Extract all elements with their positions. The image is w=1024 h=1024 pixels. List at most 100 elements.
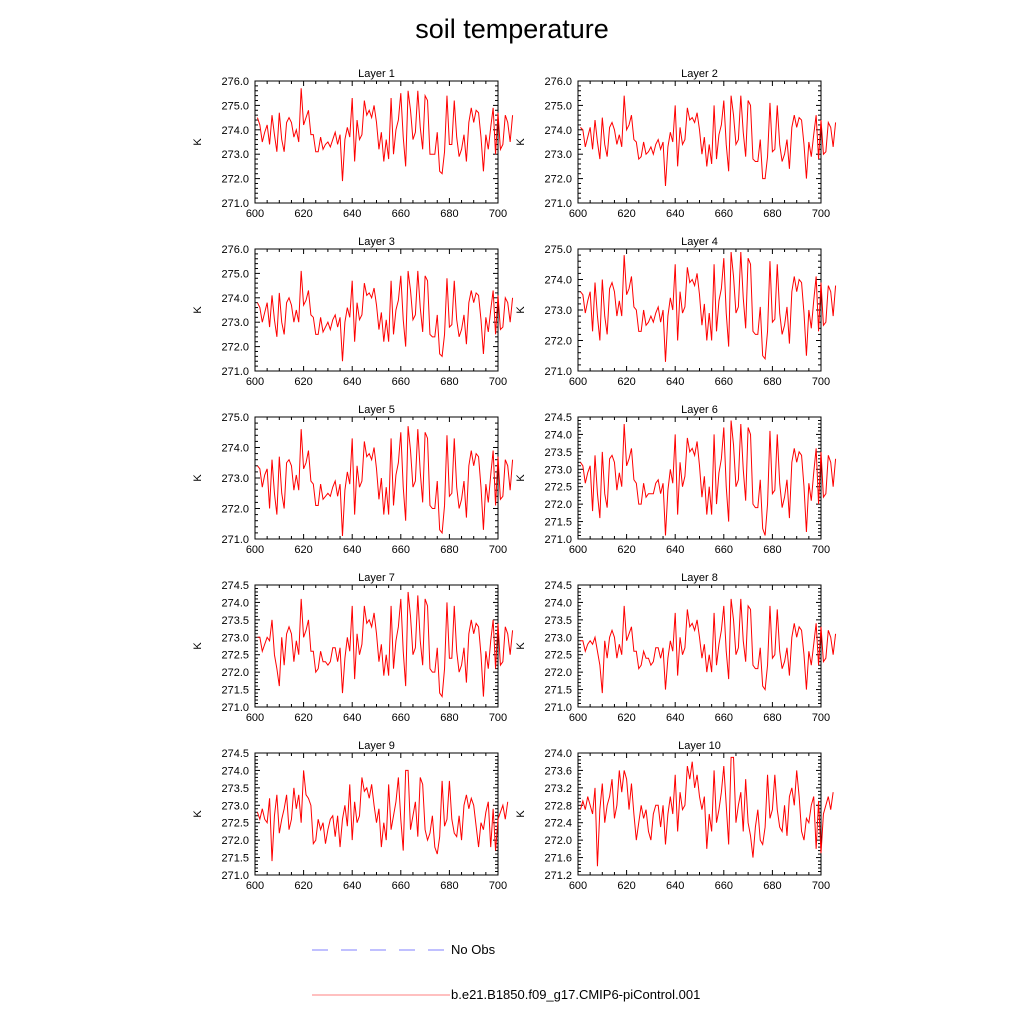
- y-tick-label: 271.0: [221, 534, 249, 546]
- panel-title: Layer 6: [681, 404, 718, 416]
- y-axis-label: K: [515, 138, 527, 146]
- y-tick-label: 275.0: [544, 100, 572, 112]
- y-tick-label: 271.0: [544, 702, 572, 714]
- y-tick-label: 273.6: [544, 765, 572, 777]
- y-tick-label: 273.2: [544, 783, 572, 795]
- x-tick-label: 680: [440, 880, 458, 892]
- x-tick-label: 600: [569, 544, 587, 556]
- plot-frame: [577, 584, 822, 708]
- y-tick-label: 273.5: [544, 447, 572, 459]
- x-tick-label: 640: [666, 880, 684, 892]
- y-axis-label: K: [192, 642, 204, 650]
- x-tick-label: 680: [763, 544, 781, 556]
- series-line: [256, 270, 514, 362]
- x-tick-label: 700: [489, 376, 507, 388]
- y-axis-label: K: [192, 306, 204, 314]
- x-tick-label: 680: [763, 880, 781, 892]
- panel-layer-8: Layer 8 K 600 620 640 660 680 700 271.0 271.5 272.…: [515, 572, 837, 724]
- y-tick-label: 272.4: [544, 818, 572, 830]
- y-tick-label: 272.0: [544, 499, 572, 511]
- series-line: [580, 95, 837, 186]
- y-tick-label: 271.0: [544, 534, 572, 546]
- x-tick-label: 600: [569, 712, 587, 724]
- y-tick-label: 274.5: [221, 748, 249, 760]
- x-tick-label: 680: [440, 544, 458, 556]
- y-tick-label: 273.0: [544, 464, 572, 476]
- y-tick-label: 272.8: [544, 800, 572, 812]
- x-tick-label: 600: [246, 544, 264, 556]
- panel-layer-2: Layer 2 K 600 620 640 660 680 700 271.0 272.0 273.…: [515, 68, 837, 220]
- x-tick-label: 680: [440, 208, 458, 220]
- y-tick-label: 271.6: [544, 853, 572, 865]
- x-tick-label: 620: [617, 712, 635, 724]
- x-tick-label: 640: [343, 376, 361, 388]
- x-tick-label: 660: [715, 712, 733, 724]
- y-tick-label: 273.5: [544, 615, 572, 627]
- legend-obs-label: No Obs: [451, 942, 496, 957]
- y-tick-label: 271.0: [221, 702, 249, 714]
- x-tick-label: 660: [392, 880, 410, 892]
- x-tick-label: 620: [294, 712, 312, 724]
- panel-layer-5: Layer 5 K 600 620 640 660 680 700 271.0 272.0 273.…: [192, 404, 514, 556]
- x-tick-label: 700: [812, 712, 830, 724]
- legend-model-line: [312, 994, 450, 996]
- x-tick-label: 620: [617, 544, 635, 556]
- panel-layer-3: Layer 3 K 600 620 640 660 680 700 271.0 272.0 273.…: [192, 236, 514, 388]
- y-tick-label: 271.5: [221, 685, 249, 697]
- y-tick-label: 273.0: [221, 632, 249, 644]
- x-tick-label: 660: [715, 208, 733, 220]
- y-axis-label: K: [192, 810, 204, 818]
- x-tick-label: 620: [294, 208, 312, 220]
- y-tick-label: 273.5: [221, 783, 249, 795]
- panel-title: Layer 8: [681, 572, 718, 584]
- plot-frame: [577, 416, 822, 540]
- series-line: [256, 88, 514, 182]
- x-tick-label: 660: [715, 544, 733, 556]
- y-tick-label: 274.0: [544, 429, 572, 441]
- x-tick-label: 700: [489, 712, 507, 724]
- x-tick-label: 700: [489, 544, 507, 556]
- x-tick-label: 640: [666, 544, 684, 556]
- y-tick-label: 273.0: [221, 149, 249, 161]
- y-tick-label: 274.0: [544, 597, 572, 609]
- x-tick-label: 680: [440, 712, 458, 724]
- x-tick-label: 620: [294, 376, 312, 388]
- x-tick-label: 700: [489, 208, 507, 220]
- y-tick-label: 273.0: [221, 800, 249, 812]
- plot-frame: [254, 80, 499, 204]
- y-tick-label: 274.0: [544, 748, 572, 760]
- y-tick-label: 272.0: [221, 504, 249, 516]
- panel-layer-4: Layer 4 K 600 620 640 660 680 700 271.0 272.0 273.…: [515, 236, 837, 388]
- y-axis-label: K: [192, 138, 204, 146]
- x-tick-label: 620: [294, 544, 312, 556]
- panel-title: Layer 2: [681, 68, 718, 80]
- x-tick-label: 660: [392, 712, 410, 724]
- y-axis-label: K: [192, 474, 204, 482]
- x-tick-label: 700: [489, 880, 507, 892]
- panel-title: Layer 5: [358, 404, 395, 416]
- y-tick-label: 271.5: [544, 685, 572, 697]
- legend-model-label: b.e21.B1850.f09_g17.CMIP6-piControl.001: [451, 987, 701, 1002]
- y-tick-label: 276.0: [221, 76, 249, 88]
- panel-layer-7: Layer 7 K 600 620 640 660 680 700 271.0 271.5 272.…: [192, 572, 514, 724]
- y-tick-label: 274.0: [544, 275, 572, 287]
- x-tick-label: 600: [246, 880, 264, 892]
- y-tick-label: 272.5: [544, 650, 572, 662]
- panel-layer-10: Layer 10 K 600 620 640 660 680 700 271.2 271.6 272…: [515, 740, 834, 892]
- x-tick-label: 600: [246, 376, 264, 388]
- x-tick-label: 660: [715, 880, 733, 892]
- y-tick-label: 275.0: [544, 244, 572, 256]
- x-tick-label: 680: [763, 376, 781, 388]
- y-tick-label: 274.0: [221, 125, 249, 137]
- x-tick-label: 680: [440, 376, 458, 388]
- y-axis-label: K: [515, 474, 527, 482]
- x-tick-label: 640: [666, 376, 684, 388]
- legend-obs-line: [312, 949, 448, 951]
- y-tick-label: 272.0: [544, 835, 572, 847]
- y-tick-label: 273.0: [544, 305, 572, 317]
- y-tick-label: 275.0: [221, 100, 249, 112]
- y-tick-label: 274.0: [544, 125, 572, 137]
- y-tick-label: 276.0: [221, 244, 249, 256]
- y-tick-label: 271.0: [221, 870, 249, 882]
